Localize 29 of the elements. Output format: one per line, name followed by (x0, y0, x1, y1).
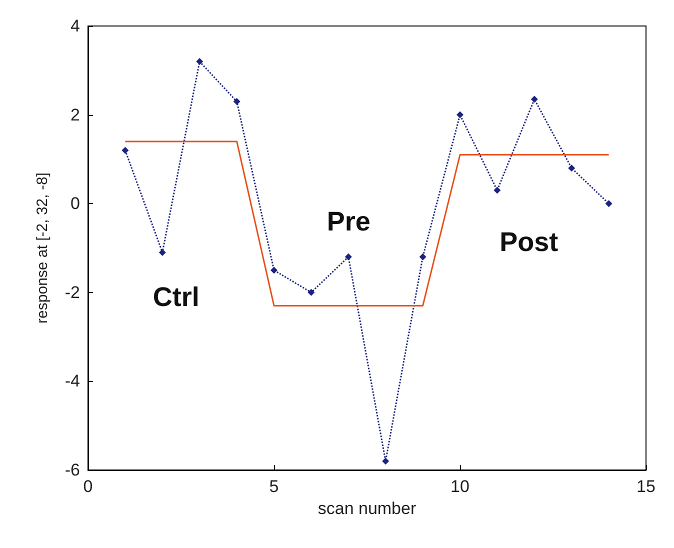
x-tick-label: 10 (450, 477, 470, 496)
point (270, 266, 278, 274)
y-tick-label: -6 (64, 460, 80, 480)
point (419, 253, 426, 260)
x-tick-label: 5 (269, 477, 279, 496)
point (456, 111, 464, 118)
point (530, 96, 538, 103)
annotation: Post (500, 227, 558, 258)
point (196, 58, 204, 66)
point (344, 253, 352, 260)
x-tick-label: 0 (83, 477, 93, 496)
point (382, 458, 390, 465)
y-tick-label: 2 (70, 105, 80, 124)
point (494, 186, 501, 194)
y-tick-label: 4 (70, 16, 80, 36)
point (122, 146, 129, 154)
y-tick-label: 0 (70, 194, 80, 214)
annotation: Ctrl (152, 282, 200, 312)
y-tick-label: -2 (64, 282, 80, 302)
x-tick-label: 15 (636, 477, 656, 496)
y-tick-label: -4 (64, 372, 80, 391)
point (605, 200, 612, 208)
point (158, 248, 166, 256)
x-axis-title: scan number (318, 499, 416, 518)
y-axis-title: response at [-2, 32, -8] (34, 172, 51, 324)
point (233, 98, 240, 105)
point (308, 288, 315, 296)
point (568, 164, 576, 172)
annotation: Pre (326, 206, 370, 236)
